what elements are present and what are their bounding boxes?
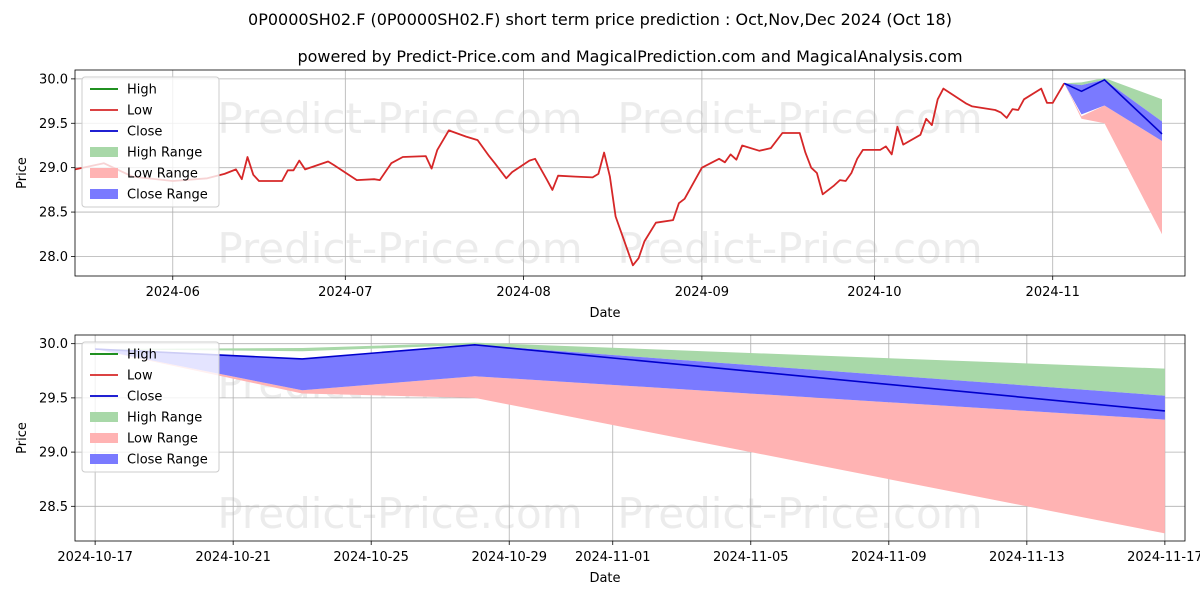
chart-subtitle: powered by Predict-Price.com and Magical… <box>297 47 962 66</box>
x-tick-label: 2024-10-25 <box>333 550 409 565</box>
high-range-band <box>95 342 1165 396</box>
legend-high-range-swatch <box>90 412 118 422</box>
x-tick-label: 2024-11-17 <box>1127 550 1200 565</box>
watermark-text: Predict-Price.com <box>617 224 982 273</box>
close-range-band <box>95 344 1165 420</box>
legend-high-range-swatch <box>90 147 118 157</box>
legend-low-range-label: Low Range <box>127 167 198 182</box>
x-tick-label: 2024-07 <box>318 285 372 300</box>
legend: High Low Close High Range Low Range Close Ran… <box>81 341 220 473</box>
y-axis-label: Price <box>15 157 30 189</box>
x-tick-label: 2024-11-05 <box>713 550 789 565</box>
y-tick-label: 29.5 <box>39 117 68 132</box>
x-tick-label: 2024-10 <box>847 285 901 300</box>
x-tick-label: 2024-10-21 <box>195 550 271 565</box>
x-tick-label: 2024-11-09 <box>851 550 927 565</box>
legend-close-label: Close <box>127 125 162 140</box>
y-tick-label: 28.5 <box>39 206 68 221</box>
legend: High Low Close High Range Low Range Close Ran… <box>81 76 220 208</box>
y-tick-label: 28.0 <box>39 250 68 265</box>
high-range-band <box>1064 78 1162 122</box>
close-range-band <box>1064 79 1162 141</box>
x-tick-label: 2024-11 <box>1026 285 1080 300</box>
chart-panel-2: Predict-Price.comPredict-Price.comPredic… <box>15 334 1200 586</box>
legend-close-label: Close <box>127 390 162 405</box>
low-range-band <box>95 349 1165 534</box>
legend-close-range-label: Close Range <box>127 188 208 203</box>
chart-title: 0P0000SH02.F (0P0000SH02.F) short term p… <box>248 10 952 29</box>
x-tick-label: 2024-06 <box>146 285 200 300</box>
x-tick-label: 2024-11-01 <box>575 550 651 565</box>
legend-high-label: High <box>127 83 157 98</box>
legend-high-range-label: High Range <box>127 146 202 161</box>
legend-low-range-swatch <box>90 433 118 443</box>
x-tick-label: 2024-10-17 <box>57 550 133 565</box>
watermark-text: Predict-Price.com <box>217 489 582 538</box>
y-tick-label: 29.0 <box>39 446 68 461</box>
plot-frame <box>74 334 1186 542</box>
legend-close-range-swatch <box>90 454 118 464</box>
plot-area <box>75 78 1163 267</box>
watermark-text: Predict-Price.com <box>217 224 582 273</box>
legend-low-label: Low <box>127 369 153 384</box>
y-tick-label: 30.0 <box>39 337 68 352</box>
legend-low-range-label: Low Range <box>127 432 198 447</box>
y-tick-label: 29.0 <box>39 161 68 176</box>
y-tick-label: 30.0 <box>39 72 68 87</box>
y-tick-label: 28.5 <box>39 500 68 515</box>
x-tick-label: 2024-10-29 <box>471 550 547 565</box>
chart-panel-1: Predict-Price.com Predict-Price.com Predic… <box>15 69 1186 321</box>
legend-close-range-label: Close Range <box>127 453 208 468</box>
legend-low-label: Low <box>127 104 153 119</box>
low-range-band <box>1064 83 1162 235</box>
legend-low-range-swatch <box>90 168 118 178</box>
x-tick-label: 2024-08 <box>496 285 550 300</box>
y-tick-label: 29.5 <box>39 391 68 406</box>
legend-high-label: High <box>127 348 157 363</box>
watermark-text: Predict-Price.com <box>617 489 982 538</box>
x-axis-label: Date <box>589 306 620 321</box>
y-axis-label: Price <box>15 422 30 454</box>
watermark-text: Predict-Price.com <box>217 94 582 143</box>
low-price-line <box>75 82 1065 267</box>
legend-high-range-label: High Range <box>127 411 202 426</box>
x-tick-label: 2024-11-13 <box>989 550 1065 565</box>
x-axis-label: Date <box>589 571 620 586</box>
close-forecast-line <box>1063 79 1163 135</box>
plot-frame <box>74 69 1186 277</box>
legend-close-range-swatch <box>90 189 118 199</box>
x-tick-label: 2024-09 <box>675 285 729 300</box>
